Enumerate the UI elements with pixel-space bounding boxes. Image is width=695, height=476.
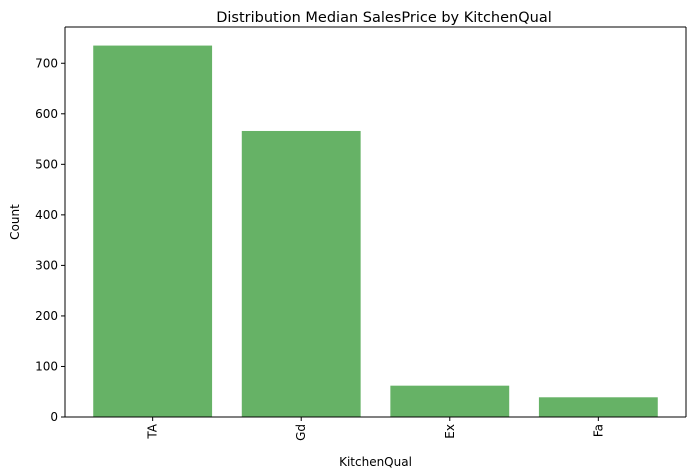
plot-frame [64, 26, 687, 418]
bar-ta [93, 45, 213, 417]
x-tick-label: Fa [591, 424, 605, 437]
x-axis-label: KitchenQual [339, 455, 412, 469]
x-axis-ticks: TA Gd Ex Fa [146, 417, 605, 441]
bar-ex [390, 385, 510, 417]
y-tick-label: 200 [35, 309, 58, 323]
y-tick-label: 600 [35, 107, 58, 121]
y-tick-label: 700 [35, 56, 58, 70]
y-tick-label: 400 [35, 208, 58, 222]
x-tick-label: Ex [443, 424, 457, 439]
bar-gd [241, 130, 361, 417]
y-axis-ticks: 0 100 200 300 400 500 600 700 [35, 56, 65, 424]
y-axis-label: Count [8, 204, 22, 240]
x-tick-label: Gd [294, 424, 308, 441]
bar-fa [538, 397, 658, 417]
y-tick-label: 500 [35, 157, 58, 171]
x-tick-label: TA [146, 423, 160, 439]
y-tick-label: 100 [35, 359, 58, 373]
y-tick-label: 300 [35, 258, 58, 272]
bars-group [93, 45, 658, 417]
chart-title: Distribution Median SalesPrice by Kitche… [216, 10, 552, 26]
y-tick-label: 0 [50, 410, 58, 424]
